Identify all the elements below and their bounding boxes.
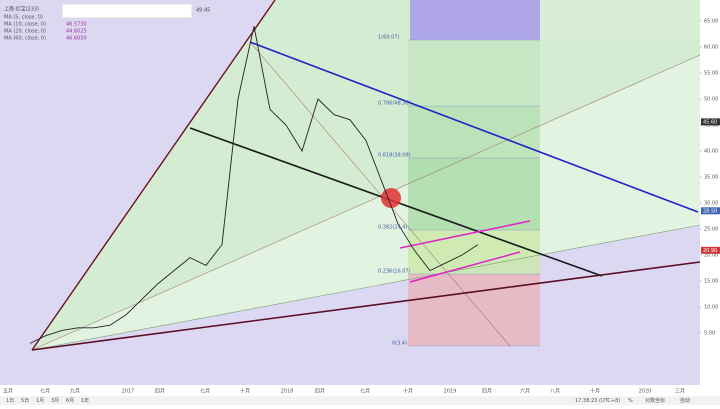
bottom-toolbar-items: 1日 5日 1月 3月 6月 1年 17:38:23 (UTC+8)% 对数坐标 自动: [6, 397, 690, 404]
time-axis-labels: 五月 七月 九月 2017 四月 七月 十月 2018 四月 七月 十月 2019 四月 六月 八月 十月 20…: [3, 388, 685, 395]
legend: MA (5, close, 0)MA (10, close, 0) 46.5730…: [4, 15, 87, 42]
time-label: 2020: [639, 389, 652, 395]
fib-label: 0.382(24.4): [378, 225, 407, 231]
time-label: 十月: [240, 388, 250, 395]
tick-label: 25.00: [704, 227, 718, 233]
fib-label: 0.236(16.07): [378, 269, 411, 275]
range-button[interactable]: 1日: [6, 398, 14, 404]
trend-line: [31, 261, 701, 351]
tick-label: 20.00: [704, 253, 718, 259]
time-label: 五月: [3, 389, 13, 395]
time-axis: [0, 385, 720, 396]
time-label: 四月: [482, 389, 492, 395]
fib-label: 0.786(48.36): [378, 101, 411, 107]
price-line: [29, 26, 479, 344]
last-price: 49.45: [196, 8, 210, 14]
fib-label: 1(60.07): [378, 35, 399, 41]
time-label: 八月: [550, 389, 560, 395]
time-label: 2019: [444, 389, 457, 395]
tick-label: 60.00: [704, 45, 718, 51]
clock: 17:38:23 (UTC+8): [575, 398, 620, 404]
fan-line: [31, 224, 701, 351]
time-label: 十月: [403, 388, 413, 395]
fan-block: [540, 0, 700, 40]
fib-lines: [408, 39, 540, 347]
tick-label: 45.00: [704, 123, 718, 129]
fib-band: [408, 158, 540, 230]
fib-band: [408, 40, 540, 106]
tick-label: 50.00: [704, 97, 718, 103]
tick-label: 55.00: [704, 71, 718, 77]
symbol: 上壳·红宝(233): [4, 6, 39, 13]
price-marker-label: 20.90: [703, 248, 717, 254]
range-button[interactable]: 5日: [21, 398, 29, 404]
time-label: 七月: [200, 388, 210, 395]
tick-label: 10.00: [704, 305, 718, 311]
channel-line: [409, 251, 521, 283]
drawing-toolbar[interactable]: [61, 3, 193, 19]
price-axis-labels: 65.00 60.00 55.00 50.00 45.00 40.00 35.00 30.00…: [700, 19, 720, 337]
price-marker: [701, 246, 720, 254]
legend-label: MA (5, close, 0): [4, 15, 43, 21]
time-label: 九月: [70, 388, 80, 395]
fib-label: 0(3.4): [392, 341, 407, 347]
tick-label: 5.00: [704, 331, 715, 337]
legend-label: MA (20, close, 0): [4, 29, 46, 35]
tick-label: 35.00: [704, 175, 718, 181]
legend-label: MA (60, close, 0): [4, 36, 46, 42]
time-label: 2017: [122, 389, 135, 395]
legend-value: 46.5730: [66, 22, 87, 28]
price-marker: [701, 207, 720, 215]
price-axis: [700, 0, 720, 385]
log-button: 对数坐标: [645, 397, 665, 404]
plot: 1(60.07) 0.786(48.36) 0.618(38.09) 0.382(24…: [29, 26, 479, 347]
time-label: 四月: [155, 389, 165, 395]
time-label: 七月: [40, 388, 50, 395]
time-label: 四月: [315, 389, 325, 395]
fib-band: [408, 274, 540, 346]
auto-button: 自动: [680, 397, 690, 404]
range-button[interactable]: 3月: [51, 398, 59, 404]
fan-line: [249, 41, 511, 347]
price-marker-label: 28.50: [703, 208, 717, 214]
tick-label: 15.00: [704, 279, 718, 285]
fib-band: [408, 106, 540, 158]
fan-block: [410, 0, 540, 40]
price-marker-label: 45.60: [703, 119, 717, 125]
fan-line: [31, 0, 276, 351]
bottom-toolbar: [0, 396, 720, 405]
range-button[interactable]: 1年: [81, 397, 89, 404]
tick-label: 40.00: [704, 149, 718, 155]
price-marker: [701, 118, 720, 126]
percent-button: %: [628, 398, 633, 404]
range-button[interactable]: 6月: [66, 398, 74, 404]
trend-line: [249, 41, 699, 213]
legend-value: 46.6050: [66, 36, 87, 42]
fan-line: [31, 54, 701, 351]
time-label: 六月: [520, 388, 530, 395]
channel-line: [399, 220, 531, 249]
legend-value: 44.6025: [66, 29, 87, 35]
time-label: 十月: [590, 388, 600, 395]
fib-label: 0.618(38.09): [378, 153, 411, 159]
time-label: 七月: [360, 388, 370, 395]
tick-label: 30.00: [704, 201, 718, 207]
legend-label: MA (10, close, 0): [4, 22, 46, 28]
time-label: 三月: [675, 389, 685, 395]
tick-label: 65.00: [704, 19, 718, 25]
time-label: 2018: [281, 389, 294, 395]
range-button[interactable]: 1月: [36, 398, 44, 404]
